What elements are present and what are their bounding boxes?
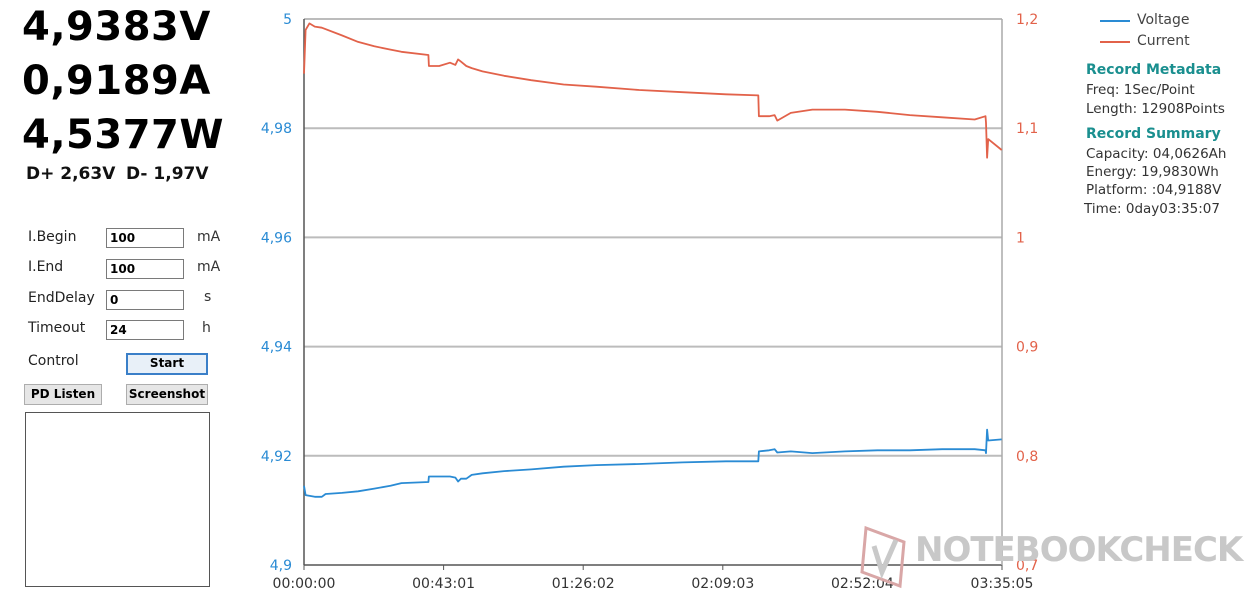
end-delay-unit: s xyxy=(204,289,212,305)
voltage-series-line xyxy=(303,428,1002,498)
current-readout: 0,9189A xyxy=(22,58,211,104)
y-left-tick-label: 5 xyxy=(283,12,292,28)
end-delay-label: EndDelay xyxy=(28,290,95,306)
y-left-tick-label: 4,94 xyxy=(261,340,292,356)
current-legend-swatch xyxy=(1100,41,1130,43)
i-begin-unit: mA xyxy=(197,229,221,245)
current-series-line xyxy=(303,22,1003,159)
x-tick-label: 00:43:01 xyxy=(412,576,475,592)
d-minus-readout: D- 1,97V xyxy=(126,164,209,184)
timeout-field[interactable] xyxy=(106,320,184,340)
i-end-unit: mA xyxy=(197,259,221,275)
i-begin-field[interactable] xyxy=(106,228,184,248)
x-tick-label: 02:09:03 xyxy=(691,576,754,592)
voltage-legend-label: Voltage xyxy=(1137,12,1190,28)
x-tick-label: 03:35:05 xyxy=(971,576,1034,592)
screenshot-button[interactable]: Screenshot xyxy=(126,384,208,405)
y-right-tick-label: 0,9 xyxy=(1016,340,1038,356)
start-button[interactable]: Start xyxy=(126,353,208,375)
y-right-tick-label: 1,1 xyxy=(1016,121,1038,137)
voltage-readout: 4,9383V xyxy=(22,4,211,50)
timeout-unit: h xyxy=(202,320,211,336)
freq-text: Freq: 1Sec/Point xyxy=(1086,82,1195,98)
i-end-label: I.End xyxy=(28,259,64,275)
y-right-tick-label: 0,8 xyxy=(1016,449,1038,465)
record-metadata-heading: Record Metadata xyxy=(1086,62,1222,78)
voltage-legend-swatch xyxy=(1100,20,1130,22)
x-tick-label: 01:26:02 xyxy=(552,576,615,592)
x-tick-label: 00:00:00 xyxy=(273,576,336,592)
log-textbox[interactable] xyxy=(25,412,210,587)
x-tick-label: 02:52:04 xyxy=(831,576,894,592)
control-label: Control xyxy=(28,353,79,369)
platform-text: Platform: :04,9188V xyxy=(1086,182,1222,198)
y-right-tick-label: 1,2 xyxy=(1016,12,1038,28)
record-summary-heading: Record Summary xyxy=(1086,126,1221,142)
y-left-tick-label: 4,92 xyxy=(261,449,292,465)
i-end-field[interactable] xyxy=(106,259,184,279)
length-text: Length: 12908Points xyxy=(1086,101,1225,117)
notebookcheck-logo xyxy=(860,525,906,589)
watermark-text: NOTEBOOKCHECK xyxy=(915,530,1243,570)
y-left-tick-label: 4,96 xyxy=(261,230,292,246)
y-right-tick-label: 0,7 xyxy=(1016,558,1038,574)
end-delay-field[interactable] xyxy=(106,290,184,310)
capacity-text: Capacity: 04,0626Ah xyxy=(1086,146,1227,162)
timeout-label: Timeout xyxy=(28,320,86,336)
d-plus-readout: D+ 2,63V xyxy=(26,164,116,184)
power-readout: 4,5377W xyxy=(22,112,224,158)
i-begin-label: I.Begin xyxy=(28,229,77,245)
time-text: Time: 0day03:35:07 xyxy=(1084,201,1220,217)
pd-listen-button[interactable]: PD Listen xyxy=(24,384,102,405)
y-left-tick-label: 4,98 xyxy=(261,121,292,137)
energy-text: Energy: 19,9830Wh xyxy=(1086,164,1219,180)
y-right-tick-label: 1 xyxy=(1016,230,1025,246)
current-legend-label: Current xyxy=(1137,33,1190,49)
y-left-tick-label: 4,9 xyxy=(270,558,292,574)
